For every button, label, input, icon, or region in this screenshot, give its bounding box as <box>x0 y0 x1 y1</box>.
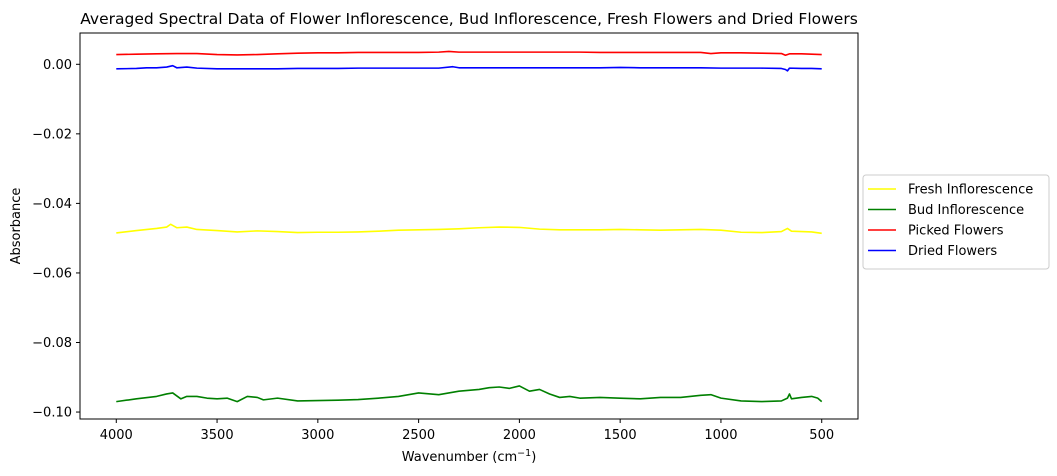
x-tick-label: 3000 <box>301 428 334 443</box>
y-axis: 0.00 −0.02 −0.04 −0.06 −0.08 −0.10 <box>32 58 80 421</box>
x-axis-label: Wavenumber (cm−1) <box>402 448 537 465</box>
x-axis: 4000 3500 3000 2500 2000 1500 1000 500 <box>100 419 834 443</box>
x-tick-label: 3500 <box>201 428 234 443</box>
series-line-picked-flowers <box>116 50 822 57</box>
y-tick-label: −0.08 <box>32 336 72 351</box>
series-line-bud-inflorescence <box>116 385 823 403</box>
y-tick-label: −0.10 <box>32 406 72 421</box>
x-tick-label: 500 <box>809 428 834 443</box>
series-line-dried-flowers <box>116 64 822 72</box>
x-tick-label: 4000 <box>100 428 133 443</box>
y-tick-label: −0.04 <box>32 197 72 212</box>
y-tick-label: −0.06 <box>32 266 72 281</box>
legend-label: Fresh Inflorescence <box>908 183 1033 198</box>
legend: Fresh Inflorescence Bud Inflorescence Pick… <box>862 174 1050 270</box>
plot-frame <box>79 32 859 420</box>
series-line-fresh-inflorescence <box>116 223 822 235</box>
legend-label: Picked Flowers <box>908 224 1004 239</box>
x-tick-label: 2000 <box>503 428 536 443</box>
legend-frame <box>862 174 1050 270</box>
y-axis-label: Absorbance <box>9 188 24 265</box>
plot-lines <box>116 50 823 403</box>
legend-label: Bud Inflorescence <box>908 203 1024 218</box>
x-tick-label: 1500 <box>604 428 637 443</box>
chart-title: Averaged Spectral Data of Flower Inflore… <box>80 10 858 28</box>
y-tick-label: 0.00 <box>43 58 72 73</box>
x-tick-label: 2500 <box>402 428 435 443</box>
y-tick-label: −0.02 <box>32 127 72 142</box>
x-tick-label: 1000 <box>704 428 737 443</box>
legend-label: Dried Flowers <box>908 244 997 259</box>
